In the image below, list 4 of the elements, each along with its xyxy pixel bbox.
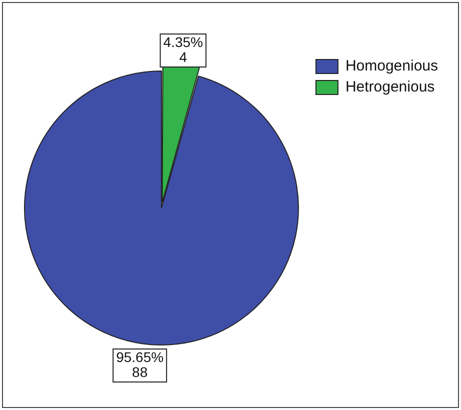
legend-label: Hetrogenious [345, 78, 435, 96]
data-label: 4.35% 4 [163, 34, 203, 65]
legend-label: Homogenious [345, 58, 438, 75]
data-label: 95.65% 88 [116, 348, 164, 380]
